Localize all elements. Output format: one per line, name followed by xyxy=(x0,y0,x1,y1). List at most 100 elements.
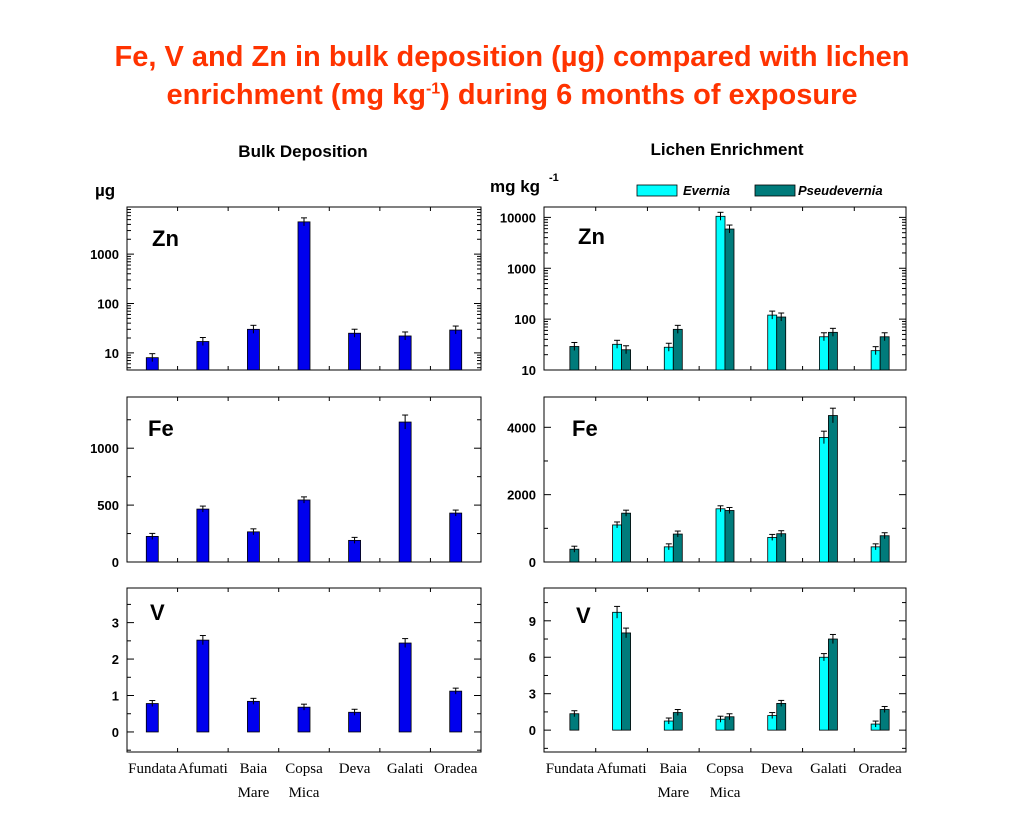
bulk-fe-bar-2 xyxy=(247,531,260,563)
lichen-v-ytick-label: 6 xyxy=(529,650,536,665)
bulk-category-label: Galati xyxy=(387,761,424,777)
lichen-category-label: Copsa xyxy=(706,761,744,777)
bulk-zn-element-label: Zn xyxy=(152,226,179,251)
bulk-v-bar-5 xyxy=(398,642,412,733)
slide-title: Fe, V and Zn in bulk deposition (µg) com… xyxy=(0,38,1024,114)
bulk-v-ytick-label: 2 xyxy=(112,652,119,667)
bulk-fe-bar-3 xyxy=(297,499,311,563)
lichen-fe-bar-evernia-5 xyxy=(819,437,829,563)
lichen-fe-ytick-label: 0 xyxy=(529,555,536,570)
lichen-zn-bar-pseudevernia-3 xyxy=(724,228,735,371)
title-superscript: -1 xyxy=(425,80,441,98)
bulk-fe-ytick-label: 500 xyxy=(97,498,119,513)
lichen-category-label-line2: Mica xyxy=(710,785,741,801)
bulk-v-ytick-label: 0 xyxy=(112,725,119,740)
lichen-v-ytick-label: 0 xyxy=(529,723,536,738)
bulk-zn-bar-6 xyxy=(449,329,463,371)
legend-swatch-pseudevernia xyxy=(754,184,796,197)
title-line-2: enrichment (mg kg-1) during 6 months of … xyxy=(0,76,1024,114)
bulk-category-label: Deva xyxy=(339,761,371,777)
bulk-zn-ytick-label: 10 xyxy=(105,346,119,361)
lichen-fe-bar-pseudevernia-4 xyxy=(776,533,787,563)
lichen-fe-bar-evernia-1 xyxy=(612,524,622,563)
bulk-fe-element-label: Fe xyxy=(148,416,174,441)
lichen-fe-bar-evernia-3 xyxy=(715,508,726,563)
bulk-category-label: Oradea xyxy=(434,761,478,777)
bulk-zn-ytick-label: 1000 xyxy=(90,247,119,262)
lichen-zn-ytick-label: 1000 xyxy=(507,261,536,276)
bulk-category-label: Fundata xyxy=(128,761,177,777)
lichen-zn-bar-evernia-4 xyxy=(767,314,778,371)
bulk-zn-bar-1 xyxy=(196,341,210,371)
lichen-zn-bar-pseudevernia-5 xyxy=(828,331,838,371)
bulk-category-label: Afumati xyxy=(178,761,228,777)
title-line-2-end: ) during 6 months of exposure xyxy=(440,79,858,111)
lichen-v-bar-pseudevernia-5 xyxy=(828,638,838,731)
bulk-category-label-line2: Mare xyxy=(238,785,270,801)
bulk-fe-bar-5 xyxy=(398,421,412,563)
bulk-fe-bar-4 xyxy=(348,539,361,563)
lichen-zn-bar-pseudevernia-6 xyxy=(879,336,890,371)
lichen-category-label-line2: Mare xyxy=(657,785,689,801)
bulk-fe-bar-1 xyxy=(196,508,210,563)
title-line-1: Fe, V and Zn in bulk deposition (µg) com… xyxy=(114,41,910,73)
bulk-category-label-line2: Mica xyxy=(289,785,320,801)
legend-label-evernia: Evernia xyxy=(683,183,730,198)
bulk-fe-ytick-label: 0 xyxy=(112,555,119,570)
lichen-fe-bar-pseudevernia-3 xyxy=(724,510,735,563)
lichen-category-label: Baia xyxy=(660,761,688,777)
legend-swatch-evernia xyxy=(636,184,678,197)
bulk-fe-bar-0 xyxy=(145,535,159,563)
bulk-zn-bar-4 xyxy=(348,332,361,371)
lichen-category-label: Deva xyxy=(761,761,793,777)
bulk-zn-y-axis-label: µg xyxy=(95,181,115,200)
lichen-zn-ytick-label: 10000 xyxy=(500,210,536,225)
lichen-zn-column-title: Lichen Enrichment xyxy=(650,140,803,159)
lichen-fe-ytick-label: 2000 xyxy=(507,488,536,503)
bulk-v-frame xyxy=(126,587,482,753)
lichen-fe-bar-pseudevernia-2 xyxy=(672,533,683,563)
lichen-zn-bar-evernia-5 xyxy=(819,336,829,371)
bulk-v-element-label: V xyxy=(150,600,165,625)
lichen-v-frame xyxy=(543,587,907,753)
bulk-fe-bar-6 xyxy=(449,512,463,563)
bulk-v-bar-3 xyxy=(297,706,311,733)
title-line-2-start: enrichment (mg kg xyxy=(166,79,426,111)
bulk-fe-chart: 0 500 1000 Fe xyxy=(90,396,482,570)
bulk-v-bar-1 xyxy=(196,639,210,733)
lichen-fe-chart: 0 2000 4000 Fe xyxy=(507,396,907,570)
lichen-zn-bar-pseudevernia-4 xyxy=(776,316,787,371)
bulk-v-ytick-label: 1 xyxy=(112,689,119,704)
lichen-category-label: Afumati xyxy=(597,761,647,777)
lichen-v-bar-evernia-5 xyxy=(819,656,829,731)
bulk-zn-bar-2 xyxy=(247,328,260,371)
lichen-zn-bar-pseudevernia-2 xyxy=(672,328,683,371)
lichen-fe-bar-evernia-4 xyxy=(767,537,778,563)
bulk-v-bar-2 xyxy=(247,700,260,733)
lichen-v-bar-pseudevernia-4 xyxy=(776,703,787,731)
legend-label-pseudevernia: Pseudevernia xyxy=(798,183,883,198)
lichen-v-ytick-label: 9 xyxy=(529,614,536,629)
bulk-zn-bar-3 xyxy=(297,221,311,371)
bulk-v-chart: 0 1 2 3 V xyxy=(112,587,482,753)
bulk-zn-column-title: Bulk Deposition xyxy=(238,142,367,161)
bulk-fe-ytick-label: 1000 xyxy=(90,441,119,456)
bulk-zn-ytick-label: 100 xyxy=(97,296,119,311)
lichen-zn-ytick-label: 100 xyxy=(514,312,536,327)
bulk-zn-bar-5 xyxy=(398,335,412,371)
bulk-v-ytick-label: 3 xyxy=(112,616,119,631)
bulk-v-bar-6 xyxy=(449,690,463,733)
lichen-zn-y-axis-label-sup: -1 xyxy=(549,172,559,184)
bulk-zn-chart: 10 100 1000 Zn Bulk Deposition µg xyxy=(90,142,482,371)
lichen-category-label: Fundata xyxy=(546,761,595,777)
lichen-zn-bar-evernia-3 xyxy=(715,215,726,371)
lichen-v-ytick-label: 3 xyxy=(529,687,536,702)
lichen-zn-ytick-label: 10 xyxy=(522,363,536,378)
lichen-category-label: Galati xyxy=(810,761,847,777)
lichen-category-label: Oradea xyxy=(858,761,902,777)
bulk-category-label: Baia xyxy=(240,761,268,777)
lichen-fe-bar-pseudevernia-5 xyxy=(828,415,838,563)
lichen-fe-bar-pseudevernia-6 xyxy=(879,535,890,563)
lichen-fe-bar-pseudevernia-1 xyxy=(621,512,631,563)
